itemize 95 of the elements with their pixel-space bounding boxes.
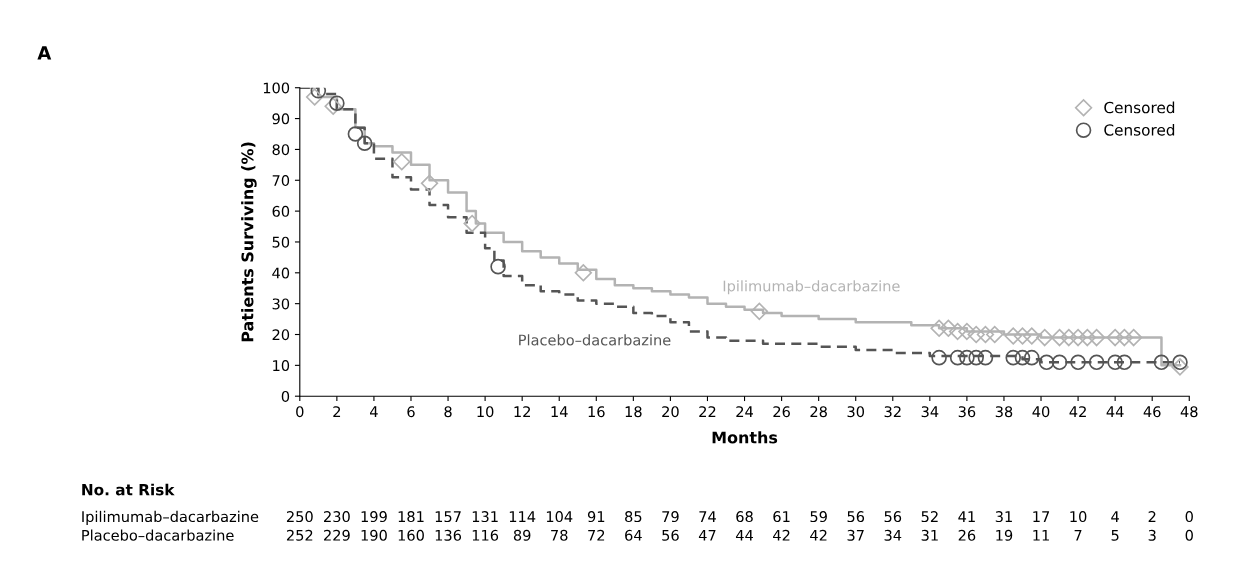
point [958, 322, 976, 341]
x-tick-label: 4 [370, 406, 378, 417]
point [329, 95, 345, 111]
point [931, 349, 947, 366]
point [420, 174, 439, 193]
point [949, 349, 966, 366]
point [463, 214, 481, 233]
point [1115, 328, 1134, 347]
text: 250 230 199 181 157 131 114 104 91 85 79 74 68 61 59 56 56 52 41 31 17 10 4 2 0 [286, 511, 1193, 523]
point [1051, 354, 1068, 371]
point [1005, 349, 1022, 366]
y-tick-label: 0 [281, 390, 290, 402]
point [977, 349, 994, 366]
point [324, 97, 342, 115]
point [976, 325, 995, 344]
x-tick-label: 36 [958, 406, 976, 418]
x-tick-label: 18 [625, 406, 642, 418]
point [393, 153, 411, 171]
point [347, 126, 364, 142]
y-tick-label: 60 [272, 205, 290, 217]
point [948, 322, 967, 341]
y-axis-title: Patients Surviving (%) [241, 142, 257, 342]
legend-label: Censored [1104, 123, 1175, 136]
point [1036, 328, 1054, 347]
point [1171, 358, 1189, 376]
x-tick-label: 44 [1106, 406, 1124, 417]
x-tick-label: 40 [1032, 406, 1050, 418]
point [959, 349, 975, 366]
point [1116, 354, 1133, 371]
point [1106, 328, 1124, 347]
x-tick-label: 16 [588, 406, 605, 418]
x-tick-label: 46 [1143, 406, 1161, 418]
x-tick-label: 12 [514, 406, 530, 417]
point [967, 325, 985, 344]
point [1023, 327, 1041, 345]
x-axis-title: Months [712, 431, 778, 444]
x-tick-label: 22 [699, 406, 716, 417]
x-tick-label: 10 [477, 406, 494, 418]
point [930, 319, 948, 338]
point [1070, 354, 1086, 371]
point [939, 319, 958, 338]
x-tick-label: 48 [1180, 406, 1198, 418]
x-tick-label: 6 [407, 406, 415, 418]
x-tick-label: 2 [333, 406, 341, 417]
point [356, 135, 373, 152]
y-tick-label: 50 [272, 236, 290, 248]
point [1069, 328, 1087, 347]
y-tick-label: 30 [272, 298, 290, 310]
point [1013, 327, 1032, 345]
x-tick-label: 26 [773, 406, 790, 418]
text: No. at Risk [82, 483, 175, 496]
y-tick-label: 10 [273, 360, 290, 372]
point [1050, 328, 1069, 347]
point [1023, 349, 1040, 366]
point [1038, 354, 1055, 371]
x-tick-label: 38 [995, 406, 1013, 418]
point [1088, 354, 1105, 371]
point [1087, 328, 1106, 347]
point [1124, 328, 1143, 347]
text: 252 229 190 160 136 116 89 78 72 64 56 47 44 42 42 37 34 31 26 19 11 7 5 3 0 [286, 529, 1193, 541]
point [986, 325, 1004, 344]
point [1107, 354, 1123, 371]
series-label: Placebo–dacarbazine [519, 334, 671, 346]
x-tick-label: 34 [921, 406, 939, 418]
series-label: Ipilimumab–dacarbazine [723, 280, 900, 295]
y-tick-label: 80 [272, 144, 290, 156]
x-tick-label: 32 [884, 406, 901, 418]
legend-label: Censored [1104, 101, 1175, 114]
point [1078, 328, 1097, 347]
x-tick-label: 14 [551, 406, 568, 417]
point [750, 302, 769, 321]
x-tick-label: 24 [736, 406, 753, 417]
x-tick-label: 28 [810, 406, 827, 418]
y-tick-label: 70 [272, 174, 290, 187]
point [305, 88, 324, 106]
text: Ipilimumab–dacarbazine [82, 510, 259, 525]
x-tick-label: 30 [847, 406, 865, 418]
point [574, 264, 593, 282]
point [968, 349, 984, 366]
text: A [37, 46, 52, 60]
point [1014, 349, 1031, 366]
y-tick-label: 90 [272, 113, 290, 125]
point [1172, 354, 1188, 371]
x-tick-label: 8 [444, 406, 452, 418]
point [1004, 327, 1022, 345]
text: Placebo–dacarbazine [82, 529, 234, 541]
point [490, 258, 506, 275]
y-tick-label: 100 [263, 82, 290, 94]
y-tick-label: 20 [272, 329, 290, 341]
point [1153, 354, 1170, 371]
x-tick-label: 0 [296, 406, 304, 418]
x-tick-label: 42 [1069, 406, 1086, 417]
point [1060, 328, 1078, 347]
y-tick-label: 40 [272, 267, 290, 279]
x-tick-label: 20 [662, 406, 679, 418]
